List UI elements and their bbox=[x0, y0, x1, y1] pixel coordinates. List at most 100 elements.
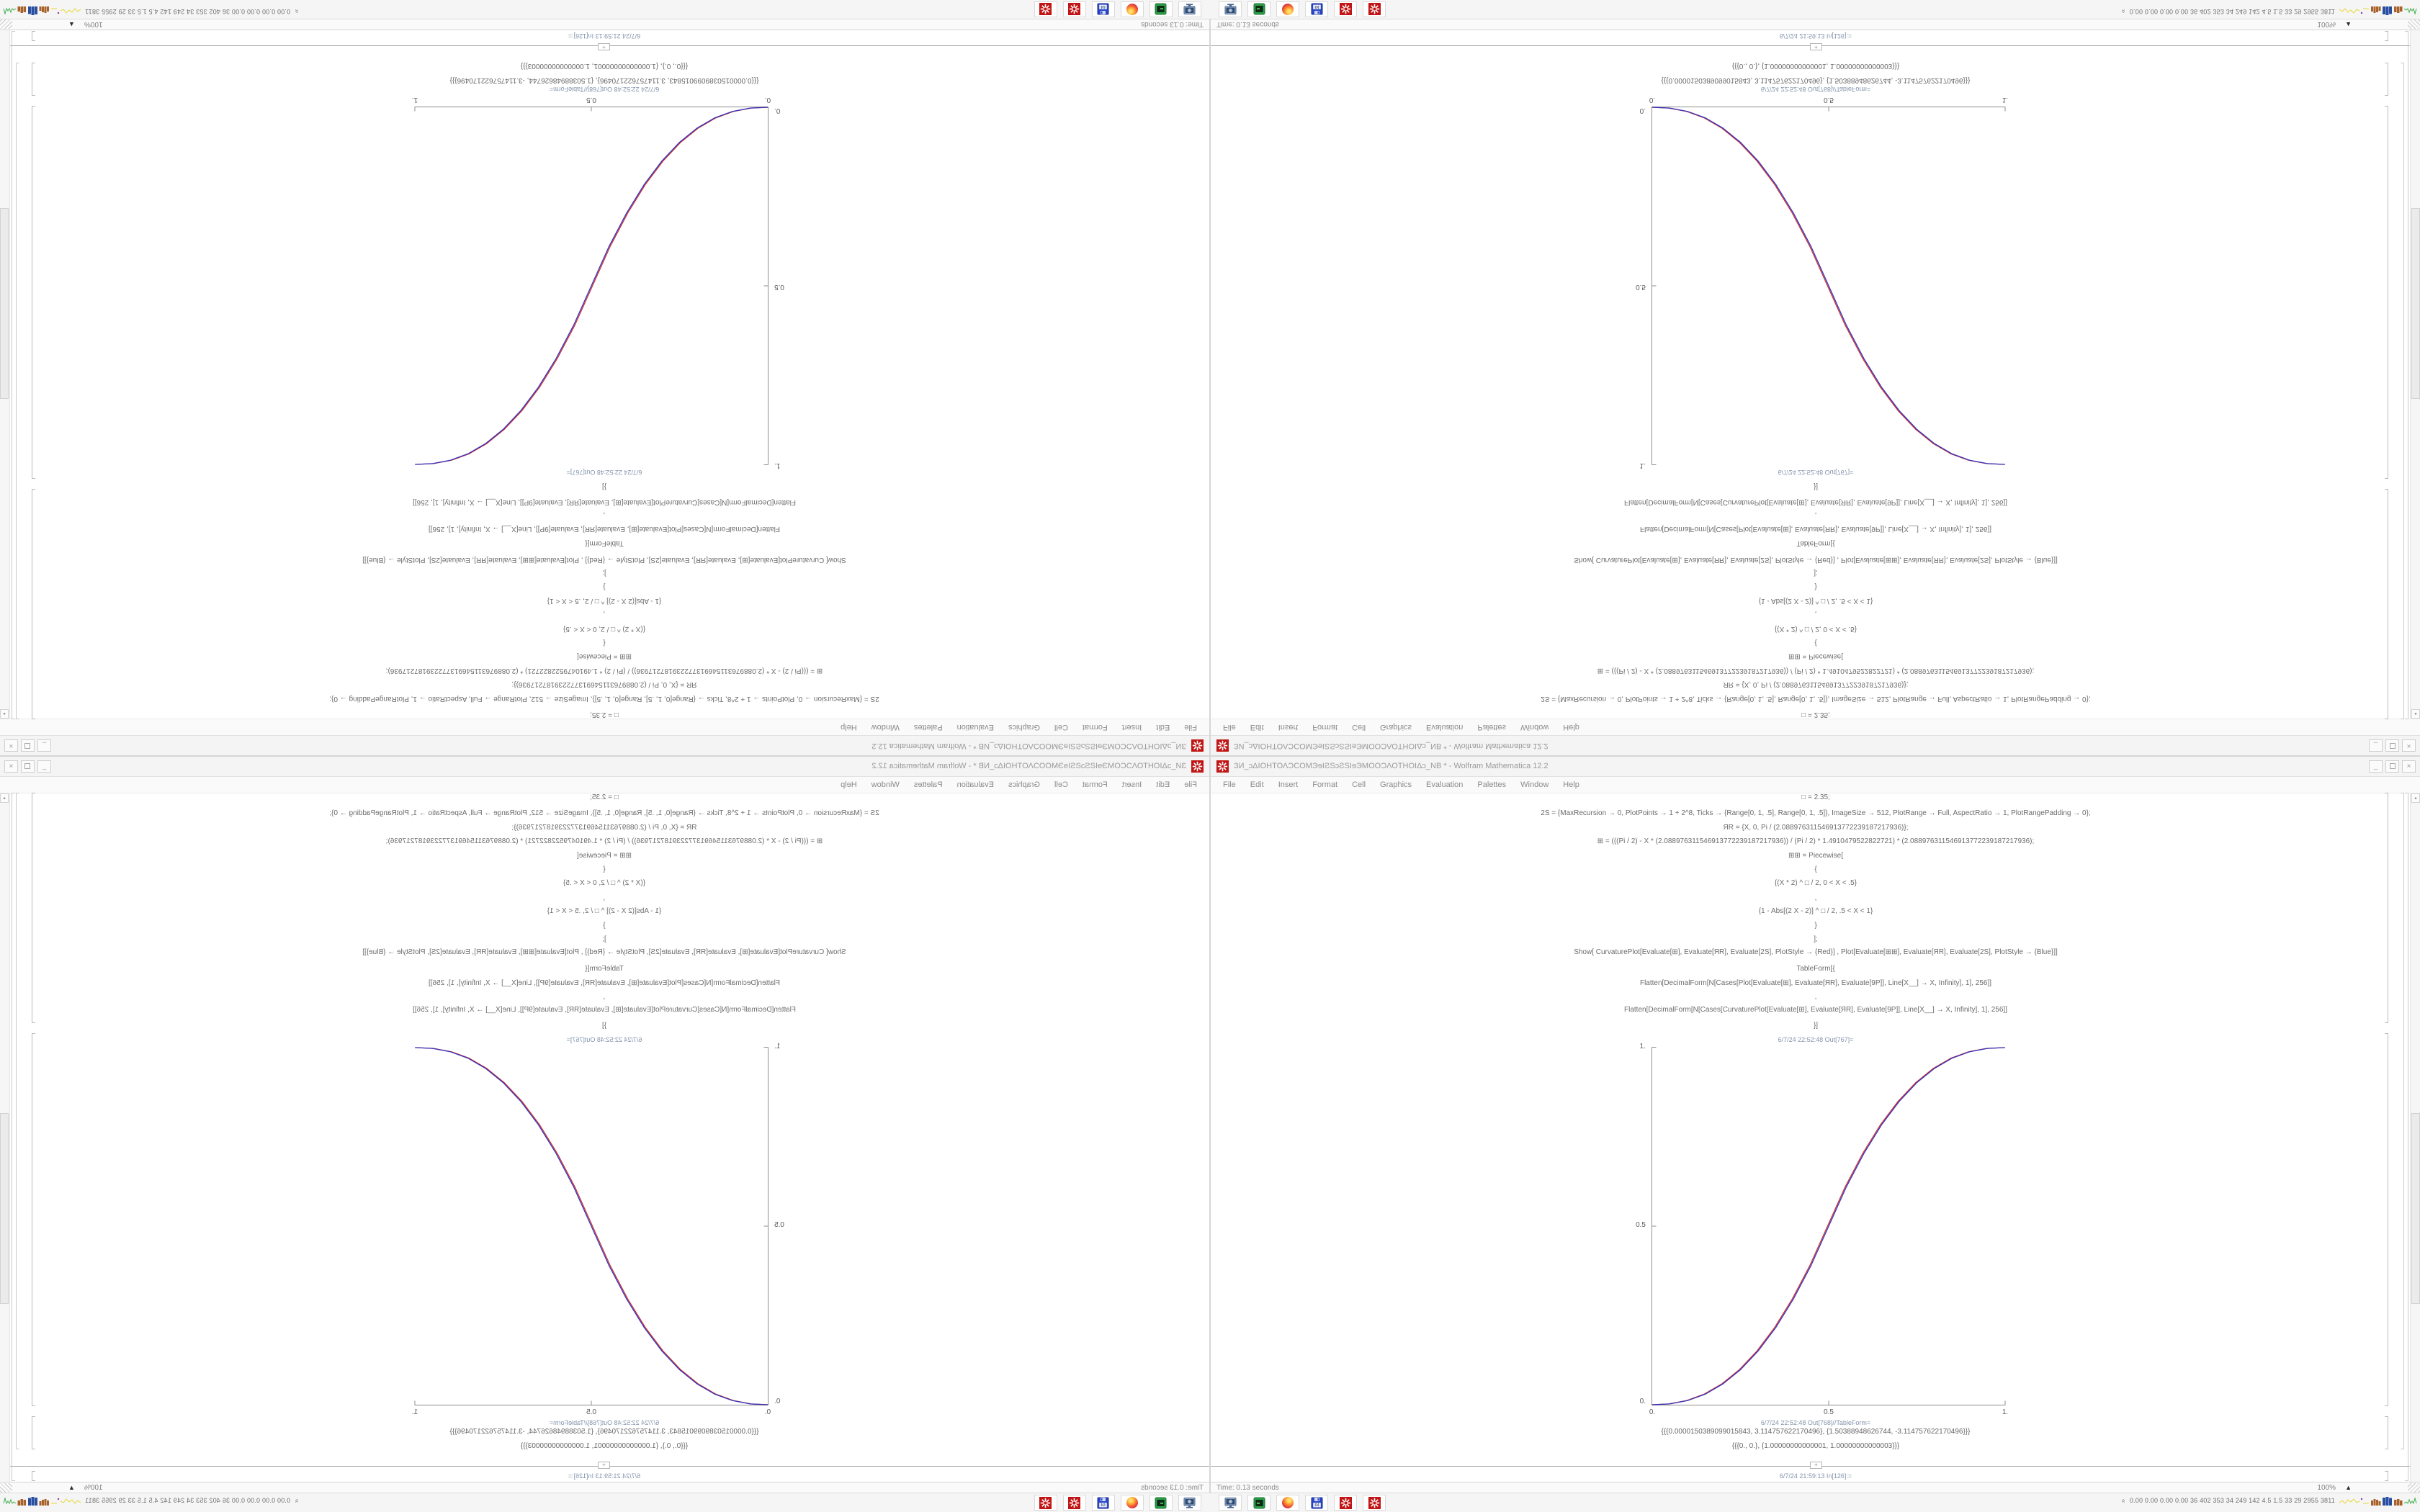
menu-help[interactable]: Help bbox=[841, 723, 857, 732]
code-line[interactable]: } bbox=[603, 582, 606, 590]
taskbar-system-monitor-button[interactable] bbox=[1178, 1, 1201, 17]
menu-palettes[interactable]: Palettes bbox=[913, 723, 943, 732]
taskbar-firefox-button[interactable] bbox=[1276, 1, 1299, 17]
cell-bracket-input[interactable] bbox=[2385, 489, 2388, 719]
code-line[interactable]: , bbox=[603, 894, 606, 902]
magnification-value[interactable]: 100% bbox=[84, 20, 103, 28]
menu-file[interactable]: File bbox=[1184, 723, 1197, 732]
title-bar[interactable]: ЗИ_ɔΔΙΟΗΤΟΛƆCOMЭɘΙƧЅɔƧЅΙɘЭΜΟΟƆΛΟΤΗΟΙΔɔ_N… bbox=[1211, 757, 2420, 777]
code-line[interactable]: ]; bbox=[1814, 569, 1818, 577]
cell-group-bracket-outer[interactable] bbox=[2405, 793, 2408, 1481]
magnification-menu-icon[interactable]: ▲ bbox=[68, 21, 75, 28]
menu-file[interactable]: File bbox=[1184, 780, 1197, 789]
scrollbar-thumb[interactable] bbox=[2411, 208, 2420, 399]
cell-bracket-in-next[interactable] bbox=[32, 1471, 35, 1481]
menu-window[interactable]: Window bbox=[1520, 723, 1549, 732]
menu-cell[interactable]: Cell bbox=[1054, 780, 1068, 789]
code-line[interactable]: □ = 2.35; bbox=[1801, 793, 1830, 801]
menu-evaluation[interactable]: Evaluation bbox=[956, 780, 994, 789]
cell-group-bracket[interactable] bbox=[2401, 63, 2404, 719]
code-line[interactable]: □ = 2.35; bbox=[1801, 711, 1830, 719]
code-line[interactable]: {1 - Abs[(2 X - 2)] ^ □ / 2, .5 < X < 1} bbox=[547, 597, 662, 605]
cell-bracket-out-plot[interactable] bbox=[32, 1033, 35, 1406]
cell-bracket-input[interactable] bbox=[2385, 793, 2388, 1023]
cell-bracket-out-table[interactable] bbox=[32, 63, 35, 96]
menu-insert[interactable]: Insert bbox=[1278, 780, 1299, 789]
code-line[interactable]: ⊞ = (((Pi / 2) - X * (2.0889763115469137… bbox=[385, 667, 823, 675]
cell-bracket-in-next[interactable] bbox=[2385, 31, 2388, 41]
tray-expand-icon[interactable]: » bbox=[292, 1498, 301, 1503]
menu-window[interactable]: Window bbox=[871, 723, 900, 732]
menu-evaluation[interactable]: Evaluation bbox=[1426, 780, 1464, 789]
taskbar-virtualbox-button[interactable] bbox=[1247, 1495, 1270, 1511]
menu-palettes[interactable]: Palettes bbox=[1477, 780, 1507, 789]
code-line[interactable]: {1 - Abs[(2 X - 2)] ^ □ / 2, .5 < X < 1} bbox=[1758, 597, 1873, 605]
cell-bracket-out-table[interactable] bbox=[2385, 1416, 2388, 1449]
menu-window[interactable]: Window bbox=[1520, 780, 1549, 789]
cell-bracket-input[interactable] bbox=[32, 489, 35, 719]
code-line[interactable]: Show[ CurvaturePlot[Evaluate[⊞], Evaluat… bbox=[362, 948, 846, 956]
taskbar-system-monitor-button[interactable] bbox=[1219, 1495, 1242, 1511]
code-line[interactable]: {(X * 2) ^ □ / 2, 0 < X < .5} bbox=[1774, 625, 1857, 633]
scrollbar-thumb[interactable] bbox=[2411, 1113, 2420, 1304]
code-line[interactable]: TableForm[{ bbox=[1796, 965, 1835, 973]
code-line[interactable]: ⊞ = (((Pi / 2) - X * (2.0889763115469137… bbox=[1597, 837, 2035, 845]
insert-cell-plus-icon[interactable]: + bbox=[598, 1462, 610, 1469]
code-line[interactable]: }] bbox=[601, 482, 607, 490]
insert-cell-plus-icon[interactable]: + bbox=[1810, 43, 1822, 50]
taskbar-mathematica-button-2[interactable] bbox=[1034, 1, 1057, 17]
menu-edit[interactable]: Edit bbox=[1250, 723, 1264, 732]
taskbar-virtualbox-button[interactable] bbox=[1150, 1495, 1173, 1511]
cell-group-bracket[interactable] bbox=[2401, 793, 2404, 1449]
maximize-button[interactable] bbox=[2385, 739, 2399, 752]
resize-grip[interactable] bbox=[0, 1483, 12, 1493]
code-line[interactable]: ⊞ = (((Pi / 2) - X * (2.0889763115469137… bbox=[385, 837, 823, 845]
taskbar-system-monitor-button[interactable] bbox=[1178, 1495, 1201, 1511]
taskbar-mathematica-button[interactable] bbox=[1334, 1495, 1357, 1511]
taskbar-mathematica-button[interactable] bbox=[1063, 1495, 1086, 1511]
taskbar-mathematica-button-2[interactable] bbox=[1034, 1495, 1057, 1511]
cell-group-bracket-outer[interactable] bbox=[12, 793, 15, 1481]
cell-bracket-in-next[interactable] bbox=[32, 31, 35, 41]
taskbar-installer-button[interactable]: 64 bbox=[1092, 1, 1115, 17]
scroll-up-icon[interactable]: ▲ bbox=[0, 793, 9, 803]
taskbar-firefox-button[interactable] bbox=[1276, 1495, 1299, 1511]
menu-cell[interactable]: Cell bbox=[1352, 723, 1366, 732]
vertical-scrollbar[interactable]: ▲ bbox=[0, 30, 10, 719]
vertical-scrollbar[interactable]: ▲ bbox=[0, 793, 10, 1482]
code-line[interactable]: { bbox=[603, 639, 606, 647]
resize-grip[interactable] bbox=[2408, 1483, 2420, 1493]
menu-insert[interactable]: Insert bbox=[1121, 723, 1142, 732]
tray-expand-icon[interactable]: » bbox=[2119, 9, 2128, 14]
code-line[interactable]: ЯR = {X, 0, Pi / (2.08897631154691377223… bbox=[511, 824, 697, 832]
menu-format[interactable]: Format bbox=[1082, 780, 1108, 789]
menu-edit[interactable]: Edit bbox=[1156, 723, 1170, 732]
code-line[interactable]: Flatten[DecimalForm[N[Cases[CurvaturePlo… bbox=[413, 1006, 796, 1014]
code-line[interactable]: TableForm[{ bbox=[1796, 539, 1835, 547]
menu-format[interactable]: Format bbox=[1082, 723, 1108, 732]
code-line[interactable]: Flatten[DecimalForm[N[Cases[CurvaturePlo… bbox=[1624, 498, 2007, 506]
insert-cell-plus-icon[interactable]: + bbox=[598, 43, 610, 50]
taskbar-firefox-button[interactable] bbox=[1121, 1495, 1144, 1511]
menu-evaluation[interactable]: Evaluation bbox=[1426, 723, 1464, 732]
cell-bracket-out-plot[interactable] bbox=[2385, 106, 2388, 479]
code-line[interactable]: Show[ CurvaturePlot[Evaluate[⊞], Evaluat… bbox=[362, 556, 846, 564]
menu-help[interactable]: Help bbox=[841, 780, 857, 789]
code-line[interactable]: { bbox=[1814, 639, 1817, 647]
code-line[interactable]: ЯR = {X, 0, Pi / (2.08897631154691377223… bbox=[511, 680, 697, 688]
vertical-scrollbar[interactable]: ▲ bbox=[2410, 793, 2420, 1482]
code-line[interactable]: , bbox=[1814, 993, 1817, 1001]
cell-group-bracket-outer[interactable] bbox=[2405, 31, 2408, 719]
code-line[interactable]: {(X * 2) ^ □ / 2, 0 < X < .5} bbox=[1774, 879, 1857, 887]
scroll-up-icon[interactable]: ▲ bbox=[0, 709, 9, 719]
title-bar[interactable]: ЗИ_ɔΔΙΟΗΤΟΛƆCOMЭɘΙƧЅɔƧЅΙɘЭΜΟΟƆΛΟΤΗΟΙΔɔ_N… bbox=[1211, 735, 2420, 755]
code-line[interactable]: } bbox=[603, 922, 606, 930]
cell-bracket-in-next[interactable] bbox=[2385, 1471, 2388, 1481]
menu-format[interactable]: Format bbox=[1312, 780, 1338, 789]
taskbar-mathematica-button-2[interactable] bbox=[1363, 1495, 1386, 1511]
menu-graphics[interactable]: Graphics bbox=[1380, 723, 1412, 732]
minimize-button[interactable]: _ bbox=[2369, 739, 2383, 752]
cell-bracket-out-plot[interactable] bbox=[2385, 1033, 2388, 1406]
code-line[interactable]: ⊞⊞ = Piecewise[ bbox=[1788, 852, 1843, 860]
taskbar-virtualbox-button[interactable] bbox=[1150, 1, 1173, 17]
